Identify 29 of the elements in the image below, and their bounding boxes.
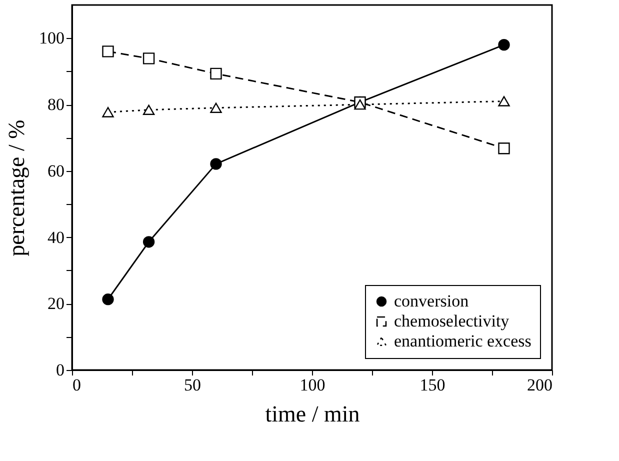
x-tick-label: 0 <box>72 376 81 394</box>
x-tick-label: 150 <box>420 376 446 394</box>
point <box>142 236 155 248</box>
point <box>142 52 155 64</box>
y-tick-label: 20 <box>48 294 64 314</box>
y-axis-title: percentage / % <box>4 120 29 256</box>
point <box>498 96 510 106</box>
point <box>102 293 114 306</box>
y-tick-label: 80 <box>48 95 64 114</box>
legend-label: enantiomeric excess <box>394 332 532 350</box>
point <box>210 158 222 170</box>
y-tick-label: 60 <box>48 161 64 180</box>
point <box>102 46 114 58</box>
x-tick-label: 50 <box>184 376 201 394</box>
y-tick-label: 40 <box>48 228 64 247</box>
point <box>102 107 114 118</box>
x-axis-title: time / min <box>265 402 360 426</box>
point <box>210 68 222 80</box>
point <box>498 142 510 154</box>
point <box>498 38 510 51</box>
x-tick-label: 100 <box>300 376 326 394</box>
y-tick-label: 0 <box>56 360 64 380</box>
point <box>210 102 222 114</box>
point <box>142 104 155 115</box>
y-tick-label: 100 <box>39 28 64 48</box>
point <box>354 99 366 110</box>
legend-label: chemoselectivity <box>394 312 510 330</box>
legend-label: conversion <box>394 292 470 310</box>
x-tick-label: 200 <box>527 376 552 394</box>
